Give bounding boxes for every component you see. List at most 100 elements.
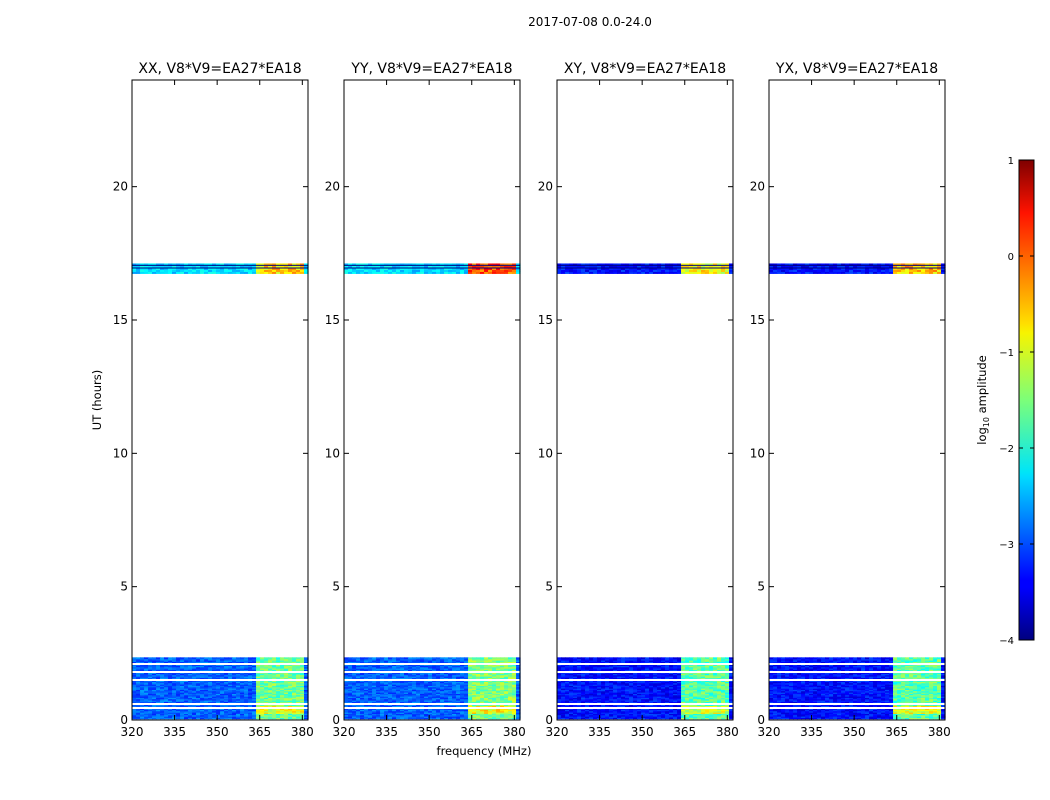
heatmap-cell <box>276 701 281 704</box>
heatmap-cell <box>372 668 377 670</box>
heatmap-cell <box>464 682 469 685</box>
heatmap-cell <box>224 271 229 274</box>
heatmap-cell <box>476 684 481 686</box>
heatmap-cell <box>276 681 281 684</box>
heatmap-cell <box>144 717 149 720</box>
heatmap-cell <box>440 265 445 269</box>
heatmap-cell <box>476 682 481 685</box>
heatmap-cell <box>424 660 429 662</box>
heatmap-cell <box>388 668 393 670</box>
heatmap-cell <box>356 673 361 676</box>
heatmap-cell <box>504 668 509 670</box>
heatmap-cell <box>176 666 181 669</box>
heatmap-cell <box>508 710 513 713</box>
heatmap-cell <box>220 710 225 713</box>
heatmap-cell <box>428 717 433 720</box>
heatmap-cell <box>400 717 405 720</box>
heatmap-cell <box>248 661 253 664</box>
heatmap-cell <box>653 716 658 718</box>
heatmap-cell <box>200 263 205 267</box>
heatmap-cell <box>220 265 225 269</box>
heatmap-cell <box>220 686 225 689</box>
heatmap-cell <box>144 700 149 702</box>
heatmap-cell <box>236 696 241 698</box>
heatmap-cell <box>168 673 173 676</box>
heatmap-cell <box>412 267 417 270</box>
heatmap-cell <box>400 682 405 685</box>
heatmap-cell <box>348 269 353 272</box>
heatmap-cell <box>212 701 217 704</box>
heatmap-cell <box>220 701 225 704</box>
heatmap-cell <box>188 693 193 696</box>
heatmap-cell <box>516 684 521 686</box>
heatmap-cell <box>304 267 309 270</box>
heatmap-cell <box>388 269 393 272</box>
heatmap-cell <box>432 682 437 685</box>
heatmap-cell <box>264 692 269 694</box>
heatmap-cell <box>172 265 177 269</box>
heatmap-cell <box>492 689 497 692</box>
heatmap-cell <box>488 669 493 672</box>
heatmap-cell <box>464 713 469 716</box>
heatmap-cell <box>144 714 149 717</box>
heatmap-cell <box>492 688 497 690</box>
heatmap-cell <box>464 673 469 676</box>
heatmap-cell <box>248 263 253 267</box>
heatmap-cell <box>637 271 642 274</box>
heatmap-cell <box>376 269 381 272</box>
heatmap-cell <box>204 709 209 712</box>
heatmap-cell <box>344 686 349 689</box>
heatmap-cell <box>428 693 433 696</box>
heatmap-cell <box>344 694 349 697</box>
heatmap-cell <box>344 665 349 668</box>
heatmap-cell <box>468 698 473 701</box>
heatmap-cell <box>725 263 730 267</box>
heatmap-cell <box>488 658 493 661</box>
heatmap-cell <box>565 269 570 272</box>
heatmap-cell <box>260 263 265 267</box>
heatmap-cell <box>500 677 505 680</box>
heatmap-cell <box>569 265 574 269</box>
heatmap-cell <box>488 714 493 717</box>
heatmap-cell <box>296 674 301 677</box>
heatmap-cell <box>136 658 141 661</box>
heatmap-cell <box>344 666 349 669</box>
heatmap-cell <box>252 701 257 704</box>
heatmap-cell <box>460 696 465 698</box>
heatmap-cell <box>244 684 249 686</box>
heatmap-cell <box>140 267 145 270</box>
heatmap-cell <box>633 263 638 267</box>
heatmap-cell <box>384 682 389 685</box>
heatmap-cell <box>256 705 261 708</box>
heatmap-cell <box>220 709 225 712</box>
heatmap-cell <box>272 267 277 270</box>
heatmap-cell <box>192 686 197 689</box>
heatmap-cell <box>585 717 590 720</box>
heatmap-cell <box>280 693 285 696</box>
figure-title: 2017-07-08 0.0-24.0 <box>528 15 652 29</box>
heatmap-cell <box>164 681 169 684</box>
heatmap-cell <box>488 666 493 669</box>
heatmap-cell <box>176 714 181 717</box>
heatmap-cell <box>132 710 137 713</box>
heatmap-cell <box>416 676 421 678</box>
heatmap-cell <box>492 677 497 680</box>
heatmap-cell <box>144 698 149 701</box>
heatmap-cell <box>348 710 353 713</box>
heatmap-cell <box>440 661 445 664</box>
heatmap-cell <box>412 694 417 697</box>
heatmap-cell <box>236 714 241 717</box>
heatmap-cell <box>176 676 181 678</box>
heatmap-cell <box>400 688 405 690</box>
heatmap-cell <box>440 688 445 690</box>
flagged-line <box>344 679 520 681</box>
heatmap-cell <box>132 673 137 676</box>
heatmap-cell <box>260 717 265 720</box>
heatmap-cell <box>352 701 357 704</box>
heatmap-cell <box>276 694 281 697</box>
heatmap-cell <box>480 700 485 702</box>
heatmap-cell <box>448 693 453 696</box>
heatmap-cell <box>492 701 497 704</box>
heatmap-cell <box>472 712 477 714</box>
